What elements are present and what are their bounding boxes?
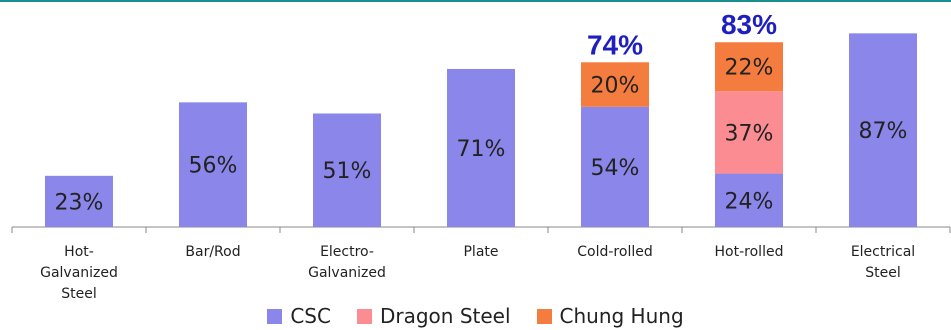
bar-segment-dragon-steel (715, 91, 783, 174)
legend-swatch (356, 308, 372, 324)
bar-segment-csc (179, 102, 247, 227)
legend-item: Chung Hung (536, 304, 684, 328)
legend: CSC Dragon Steel Chung Hung (0, 304, 951, 328)
x-tick-label-line: Steel (865, 265, 901, 281)
x-tick-label: Bar/Rod (185, 244, 240, 260)
data-label: 71% (457, 137, 506, 162)
x-tick-label-line: Galvanized (40, 265, 118, 281)
x-tick-label-line: Plate (463, 244, 498, 260)
x-tick-label-line: Cold-rolled (577, 244, 652, 260)
data-label: 23% (55, 190, 104, 215)
x-tick-label-line: Bar/Rod (185, 244, 240, 260)
x-tick-label: Electrical Steel (851, 244, 915, 281)
bar-segment-csc (581, 106, 649, 227)
legend-label: CSC (290, 304, 331, 328)
total-label: 74% (587, 29, 643, 60)
bar-segment-csc (849, 33, 917, 228)
legend-label: Dragon Steel (379, 304, 511, 328)
data-label: 51% (323, 159, 372, 184)
bar-segment-csc (45, 175, 113, 227)
total-label: 83% (721, 9, 777, 40)
data-label: 54% (591, 156, 640, 181)
bar-segment-csc (447, 68, 515, 227)
x-tick-label-line: Galvanized (308, 265, 386, 281)
bar-segment-chung-hung (581, 62, 649, 107)
data-label: 24% (725, 189, 774, 214)
x-tick-label-line: Electrical (851, 244, 915, 260)
legend-item: CSC (267, 304, 331, 328)
data-label: 20% (591, 74, 640, 99)
top-rule (0, 0, 951, 2)
bar-segment-chung-hung (715, 42, 783, 92)
data-label: 87% (859, 119, 908, 144)
data-label: 56% (189, 154, 238, 179)
x-tick-label: Hot- Galvanized Steel (40, 244, 118, 302)
x-tick-label-line: Hot-rolled (715, 244, 784, 260)
legend-label: Chung Hung (559, 304, 684, 328)
x-tick-label-line: Electro- (320, 244, 374, 260)
data-label: 22% (725, 56, 774, 81)
x-tick-label: Hot-rolled (715, 244, 784, 260)
x-tick-label-line: Hot- (64, 244, 94, 260)
x-tick-label: Electro- Galvanized (308, 244, 386, 281)
x-tick-label-line: Steel (61, 286, 97, 302)
legend-item: Dragon Steel (356, 304, 511, 328)
x-tick-label: Cold-rolled (577, 244, 652, 260)
bar-segment-csc (715, 173, 783, 227)
stacked-bar-chart: 23% Hot- Galvanized Steel 56% Bar/Rod 51% Elect… (11, 9, 951, 302)
data-label: 37% (725, 121, 774, 146)
bar-segment-csc (313, 113, 381, 227)
legend-swatch (267, 308, 283, 324)
x-tick-label: Plate (463, 244, 498, 260)
legend-swatch (536, 308, 552, 324)
